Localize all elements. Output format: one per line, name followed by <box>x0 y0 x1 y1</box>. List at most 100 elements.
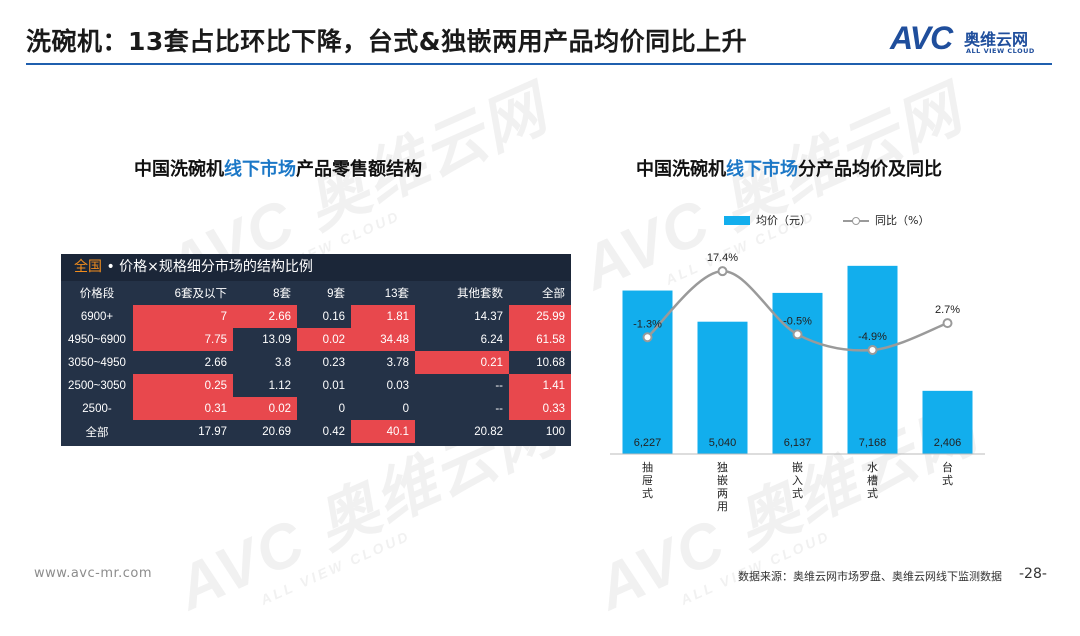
category-label: 式 <box>867 487 878 500</box>
table-cell: 0 <box>402 402 409 415</box>
table-caption: 全国 • 价格×规格细分市场的结构比例 <box>61 254 571 281</box>
table-header-row: 价格段 6套及以下 8套 9套 13套 其他套数 全部 <box>61 281 571 305</box>
avc-logo: AVC 奥维云网 ALL VIEW CLOUD <box>890 20 1060 60</box>
category-label: 独 <box>717 461 728 474</box>
category-label: 抽 <box>642 460 653 474</box>
table-cell: 40.1 <box>351 420 415 443</box>
table-cell: 61.58 <box>509 328 571 351</box>
table-cell: -- <box>495 402 503 415</box>
table-cell: 0.01 <box>322 379 345 392</box>
table-cell: 100 <box>545 425 565 438</box>
yoy-point <box>717 266 728 277</box>
yoy-point <box>942 318 953 329</box>
table-cell: 0.31 <box>133 397 233 420</box>
category-label: 槽 <box>867 474 878 487</box>
logo-cn: 奥维云网 <box>964 30 1029 49</box>
right-chart-title: 中国洗碗机线下市场分产品均价及同比 <box>636 159 942 180</box>
table-row: 2500~3050 0.25 1.12 0.01 0.03 -- 1.41 <box>61 374 571 397</box>
bar <box>622 290 673 454</box>
bar-value-label: 2,406 <box>934 437 962 449</box>
bar <box>697 321 748 454</box>
table-cell: 1.12 <box>268 379 291 392</box>
table-cell: 17.97 <box>198 425 227 438</box>
table-cell: 13.09 <box>262 333 291 346</box>
category-label: 式 <box>642 487 653 500</box>
column-header: 8套 <box>273 288 291 300</box>
yoy-label: 2.7% <box>935 304 960 316</box>
header-divider <box>26 63 1052 65</box>
yoy-point <box>867 344 878 355</box>
price-yoy-chart: -1.3% 17.4% -0.5% -4.9% 2.7% 6,227 5,040 6,137 7… <box>610 252 985 513</box>
table-cell: 0.21 <box>415 351 509 374</box>
category-label: 台 <box>942 460 953 474</box>
table-cell: 0.16 <box>322 310 345 323</box>
legend-line: 同比（%） <box>843 212 929 228</box>
legend-bar-label: 均价（元） <box>756 214 811 227</box>
category-label: 用 <box>717 500 728 513</box>
legend-bar-swatch <box>724 215 750 225</box>
column-header: 全部 <box>542 288 565 300</box>
column-header: 6套及以下 <box>174 288 227 300</box>
bar-value-label: 5,040 <box>709 437 737 449</box>
column-header: 9套 <box>327 288 345 300</box>
yoy-label: -0.5% <box>783 315 812 327</box>
bar-value-label: 7,168 <box>859 437 887 449</box>
table-cell: -- <box>495 379 503 392</box>
yoy-label: -1.3% <box>633 318 662 330</box>
table-cell: 20.69 <box>262 425 291 438</box>
category-label: 式 <box>942 474 953 487</box>
table-row: 4950~6900 7.75 13.09 0.02 34.48 6.24 61.58 <box>61 328 571 351</box>
table-row: 2500- 0.31 0.02 0 0 -- 0.33 <box>61 397 571 420</box>
table-cell: 0.42 <box>322 425 345 438</box>
table-cell: 0.23 <box>322 356 345 369</box>
column-header: 价格段 <box>79 288 115 300</box>
table-cell: 6.24 <box>480 333 503 346</box>
table-cell: 2.66 <box>233 305 297 328</box>
category-label: 嵌 <box>792 461 803 474</box>
category-label: 两 <box>717 487 728 500</box>
table-cell: 3.78 <box>386 356 409 369</box>
column-header: 其他套数 <box>457 288 503 300</box>
table-row: 3050~4950 2.66 3.8 0.23 3.78 0.21 10.68 <box>61 351 571 374</box>
table-cell: 25.99 <box>509 305 571 328</box>
row-label: 全部 <box>85 426 109 439</box>
footer-url: www.avc-mr.com <box>34 566 153 581</box>
category-label: 水 <box>867 461 878 474</box>
category-label: 屉 <box>642 474 653 487</box>
category-label: 嵌 <box>717 474 728 487</box>
logo-mark: AVC <box>890 20 953 56</box>
yoy-label: 17.4% <box>707 252 738 264</box>
table-cell: 3.8 <box>275 356 291 369</box>
row-label: 2500- <box>82 402 112 415</box>
row-label: 4950~6900 <box>68 333 126 346</box>
table-row: 全部 17.97 20.69 0.42 40.1 20.82 100 <box>61 420 571 443</box>
table-cell: 0 <box>338 402 345 415</box>
yoy-point <box>642 332 653 343</box>
category-label: 式 <box>792 487 803 500</box>
column-header: 13套 <box>384 288 409 300</box>
table-cell: 0.03 <box>386 379 409 392</box>
category-label: 入 <box>792 474 803 487</box>
structure-table: 全国 • 价格×规格细分市场的结构比例 价格段 6套及以下 8套 9套 13套 … <box>61 254 571 446</box>
table-row: 6900+ 7 2.66 0.16 1.81 14.37 25.99 <box>61 305 571 328</box>
table-cell: 14.37 <box>474 310 503 323</box>
bar-value-label: 6,137 <box>784 437 812 449</box>
table-cell: 34.48 <box>351 328 415 351</box>
bar <box>847 265 898 454</box>
row-label: 2500~3050 <box>68 379 126 392</box>
legend-line-label: 同比（%） <box>875 214 930 227</box>
bar <box>922 390 973 454</box>
row-label: 6900+ <box>80 310 114 323</box>
yoy-label: -4.9% <box>858 331 887 343</box>
row-label: 3050~4950 <box>68 356 126 369</box>
table-cell: 10.68 <box>536 356 565 369</box>
table-cell: 7 <box>133 305 233 328</box>
left-chart-title: 中国洗碗机线下市场产品零售额结构 <box>134 159 422 180</box>
table-cell: 2.66 <box>204 356 227 369</box>
table-cell: 0.33 <box>509 397 571 420</box>
legend-bar: 均价（元） <box>724 212 811 228</box>
table-cell: 20.82 <box>474 425 503 438</box>
page-number: -28- <box>1019 566 1047 582</box>
data-source: 数据来源：奥维云网市场罗盘、奥维云网线下监测数据 <box>738 570 1002 583</box>
table-cell: 1.81 <box>351 305 415 328</box>
